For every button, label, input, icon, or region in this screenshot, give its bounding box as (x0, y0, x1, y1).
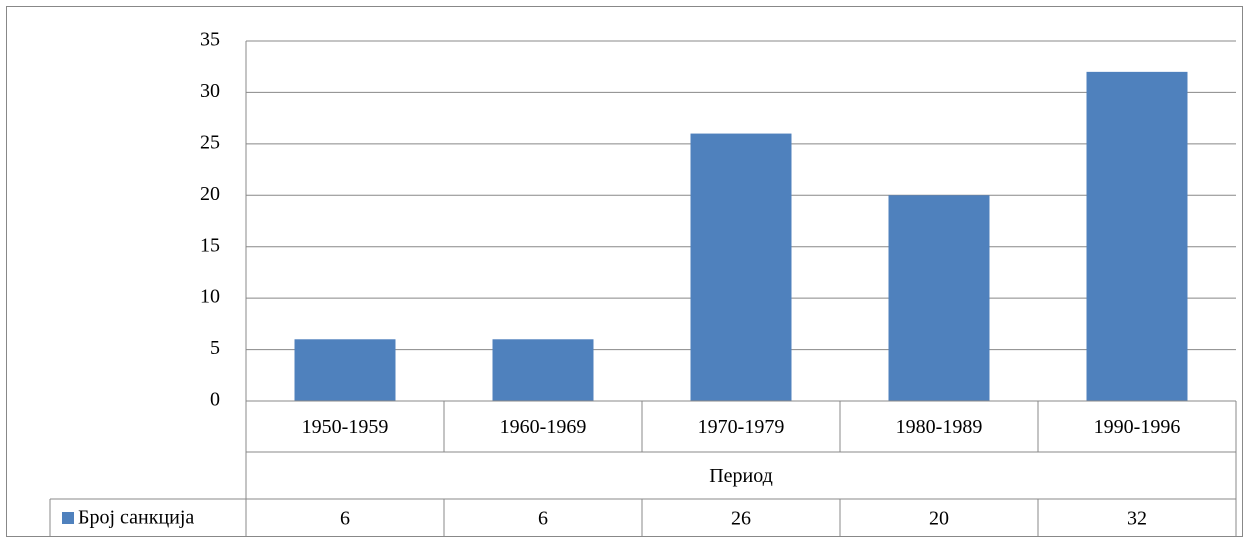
y-tick-label: 15 (200, 234, 220, 256)
legend-swatch (62, 512, 74, 524)
bar (690, 133, 792, 402)
bar (492, 339, 594, 401)
x-tick-label: 1970-1979 (698, 416, 785, 438)
table-value: 20 (929, 508, 949, 530)
bar (1086, 71, 1188, 401)
x-axis-label: Период (709, 465, 773, 487)
legend-label: Број санкција (78, 507, 194, 529)
bar (888, 195, 990, 401)
table-value: 6 (340, 508, 350, 530)
chart-border (6, 6, 1243, 537)
table-value: 6 (538, 508, 548, 530)
y-tick-label: 20 (200, 183, 220, 205)
x-tick-label: 1990-1996 (1094, 416, 1181, 438)
y-tick-label: 5 (210, 337, 220, 359)
y-tick-label: 25 (200, 131, 220, 153)
y-tick-label: 35 (200, 29, 220, 51)
x-tick-label: 1950-1959 (302, 416, 389, 438)
x-tick-label: 1960-1969 (500, 416, 587, 438)
y-tick-label: 30 (200, 80, 220, 102)
table-value: 26 (731, 508, 751, 530)
y-tick-label: 10 (200, 286, 220, 308)
table-value: 32 (1127, 508, 1147, 530)
x-tick-label: 1980-1989 (896, 416, 983, 438)
y-tick-label: 0 (210, 389, 220, 411)
bar (294, 339, 396, 401)
